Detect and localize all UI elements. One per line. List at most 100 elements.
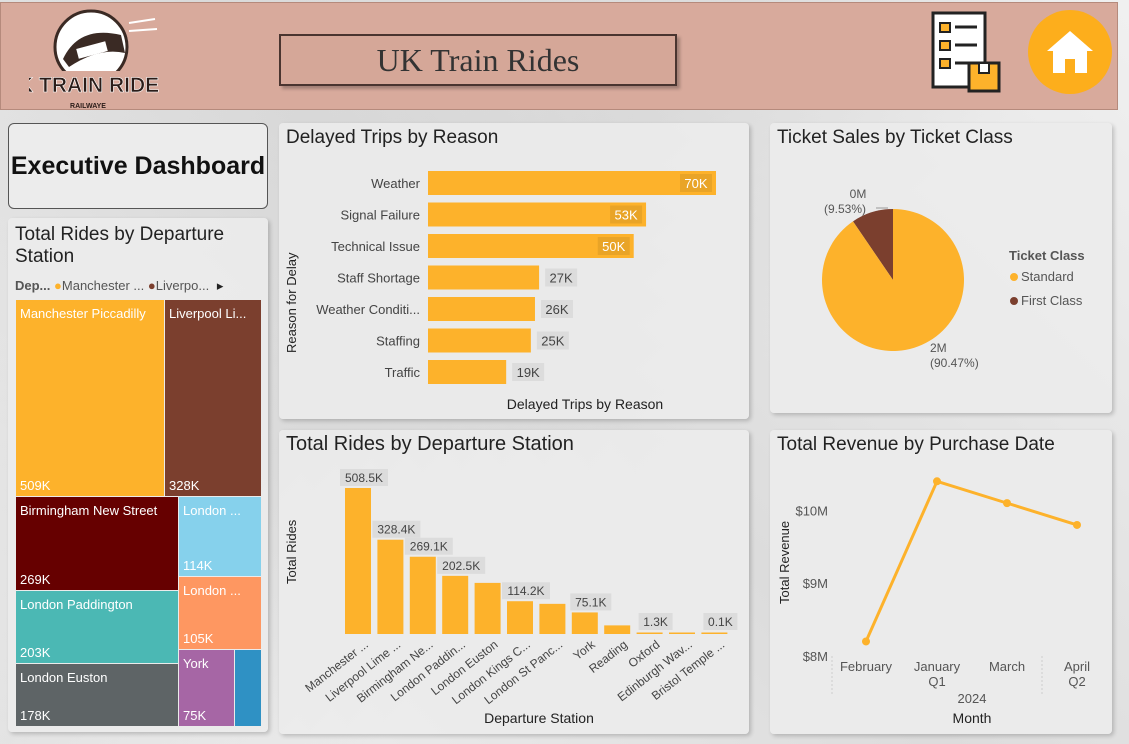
data-label-bg[interactable] [404, 537, 453, 555]
bar[interactable] [636, 632, 663, 635]
treemap-tile[interactable]: Birmingham New Street 269K [16, 497, 178, 590]
treemap-legend: Dep... ●Manchester ... ●Liverpo... ▸ [15, 278, 224, 293]
bar[interactable] [428, 265, 540, 290]
data-label-bg[interactable] [610, 205, 643, 224]
y-axis-label: Reason for Delay [284, 252, 299, 353]
data-label-bg[interactable] [680, 174, 712, 192]
data-label: 75.1K [575, 595, 606, 609]
data-label-bg[interactable] [545, 268, 578, 287]
pie-pct-label: (9.53%) [824, 202, 866, 216]
y-axis-label: Total Rides [284, 519, 299, 584]
treemap-title: Total Rides by Departure Station [15, 224, 225, 267]
x-tick-sublabel: Q2 [1068, 674, 1085, 689]
bar[interactable] [474, 582, 501, 634]
bar[interactable] [428, 328, 531, 353]
treemap-tile[interactable]: London Paddington 203K [16, 591, 178, 663]
bar[interactable] [669, 632, 695, 635]
x-tick-label: March [989, 659, 1025, 674]
x-axis-label: Delayed Trips by Reason [507, 396, 663, 412]
x-tick-label: February [840, 659, 893, 674]
bar[interactable] [428, 297, 535, 321]
bar[interactable] [345, 488, 371, 634]
treemap-card: Total Rides by Departure Station Dep... … [8, 218, 268, 732]
treemap-tile[interactable]: York 75K [179, 650, 234, 726]
pie-slice[interactable] [822, 209, 964, 351]
data-label-bg[interactable] [540, 300, 573, 318]
data-label-bg[interactable] [340, 469, 388, 486]
departure-station-chart: Total Rides Departure Station 508.5KManc… [284, 469, 738, 726]
data-point[interactable] [933, 477, 941, 486]
treemap-tile[interactable]: Liverpool Li... 328K [165, 300, 261, 496]
bar[interactable] [428, 171, 716, 195]
revenue-card: Total Revenue by Purchase Date Total Rev… [770, 430, 1112, 734]
bar[interactable] [409, 556, 436, 634]
home-button[interactable] [1028, 10, 1112, 94]
y-tick-label: $8M [803, 649, 828, 664]
data-point[interactable] [1073, 520, 1081, 529]
pie-slice[interactable] [852, 209, 893, 280]
category-label: Weather [371, 176, 421, 191]
bar[interactable] [377, 539, 404, 634]
revenue-line [864, 479, 1078, 643]
data-label: 26K [545, 302, 568, 317]
chart-title: Total Rides by Departure Station [286, 433, 574, 455]
page-title: UK Train Rides [279, 34, 677, 86]
treemap-tile[interactable]: London Euston 178K [16, 664, 178, 726]
legend-item: Liverpo... [155, 278, 210, 293]
bar[interactable] [604, 625, 631, 634]
data-label: 114.2K [507, 584, 544, 598]
x-tick-sublabel: Q1 [928, 674, 945, 689]
legend-marker[interactable] [1010, 297, 1018, 305]
bar[interactable] [428, 234, 634, 258]
data-label-bg[interactable] [597, 237, 630, 255]
legend-marker[interactable] [1010, 273, 1018, 281]
bar[interactable] [571, 612, 598, 634]
data-label: 19K [517, 365, 540, 380]
data-label-bg[interactable] [437, 556, 486, 574]
data-point[interactable] [1003, 499, 1011, 508]
category-label: Staff Shortage [337, 271, 420, 286]
category-label: Signal Failure [341, 208, 421, 223]
logo: UK TRAIN RIDES RAILWAYE [29, 9, 159, 110]
category-label: Weather Conditi... [316, 302, 420, 317]
data-label-bg[interactable] [502, 582, 550, 600]
chart-title: Total Revenue by Purchase Date [777, 434, 1055, 455]
ticket-sales-pie: Ticket Class 0M(9.53%) 2M(90.47%) Standard… [822, 187, 1085, 370]
data-label: 50K [602, 239, 625, 254]
pie-pct-label: (90.47%) [930, 356, 979, 370]
bar[interactable] [701, 632, 728, 635]
data-label: 70K [684, 176, 707, 191]
treemap-tile[interactable]: London ... 105K [179, 577, 261, 649]
data-label-bg[interactable] [372, 520, 421, 538]
data-label: 25K [541, 334, 564, 349]
bar[interactable] [442, 575, 469, 634]
delayed-trips-card: Delayed Trips by Reason Reason for Delay… [279, 123, 749, 419]
x-axis-label: Month [953, 710, 992, 726]
data-point[interactable] [862, 637, 870, 646]
data-label-bg[interactable] [512, 363, 545, 381]
legend-next-arrow[interactable]: ▸ [216, 278, 224, 293]
category-label: Staffing [376, 334, 420, 349]
ticket-sales-card: Ticket Sales by Ticket Class Ticket Clas… [770, 123, 1112, 413]
bar[interactable] [428, 360, 507, 384]
data-label-bg[interactable] [638, 613, 673, 630]
treemap-tile[interactable] [235, 650, 261, 726]
checklist-document-icon[interactable] [929, 11, 1005, 95]
data-label: 202.5K [442, 559, 480, 573]
header-banner: UK TRAIN RIDES RAILWAYE UK Train Rides [0, 2, 1118, 110]
data-label-bg[interactable] [536, 331, 569, 350]
treemap-tile[interactable]: London ... 114K [179, 497, 261, 576]
chart-title: Delayed Trips by Reason [286, 127, 499, 148]
pie-value-label: 2M [930, 341, 947, 355]
data-label-bg[interactable] [703, 613, 738, 630]
legend-entry: Standard [1021, 269, 1074, 284]
bar[interactable] [539, 603, 566, 634]
treemap-tile[interactable]: Manchester Piccadilly 509K [16, 300, 164, 496]
executive-dashboard-button[interactable]: Executive Dashboard [8, 123, 268, 209]
data-label-bg[interactable] [570, 593, 612, 611]
data-label: 53K [614, 208, 637, 223]
category-label: Technical Issue [331, 239, 420, 254]
bar[interactable] [428, 202, 647, 227]
legend-entry: First Class [1021, 293, 1083, 308]
bar[interactable] [507, 601, 533, 634]
